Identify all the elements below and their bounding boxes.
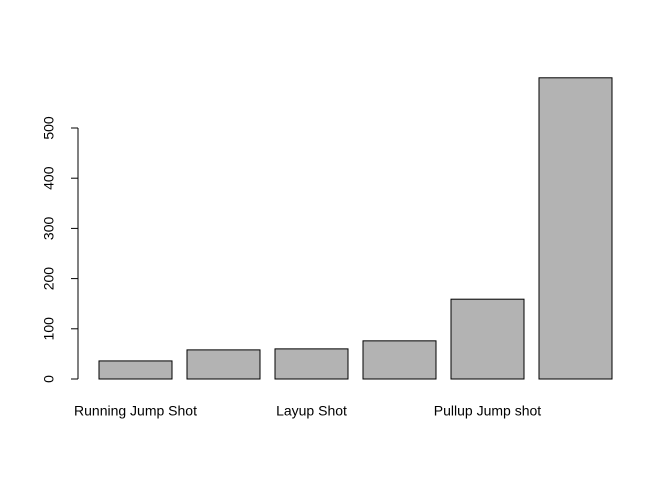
x-tick-label: Layup Shot: [276, 403, 347, 419]
y-tick-label: 300: [41, 217, 57, 241]
x-tick-label: Running Jump Shot: [74, 403, 197, 419]
y-tick-label: 200: [41, 267, 57, 291]
y-tick-label: 500: [41, 116, 57, 140]
bar: [274, 348, 349, 380]
bar: [538, 77, 613, 380]
y-tick-label: 100: [41, 317, 57, 341]
y-tick-label: 400: [41, 166, 57, 190]
bar: [186, 349, 261, 380]
bar: [362, 340, 437, 380]
x-tick-label: Pullup Jump shot: [434, 403, 542, 419]
y-tick-label: 0: [41, 375, 57, 383]
bar: [98, 360, 173, 380]
bar: [450, 298, 525, 380]
